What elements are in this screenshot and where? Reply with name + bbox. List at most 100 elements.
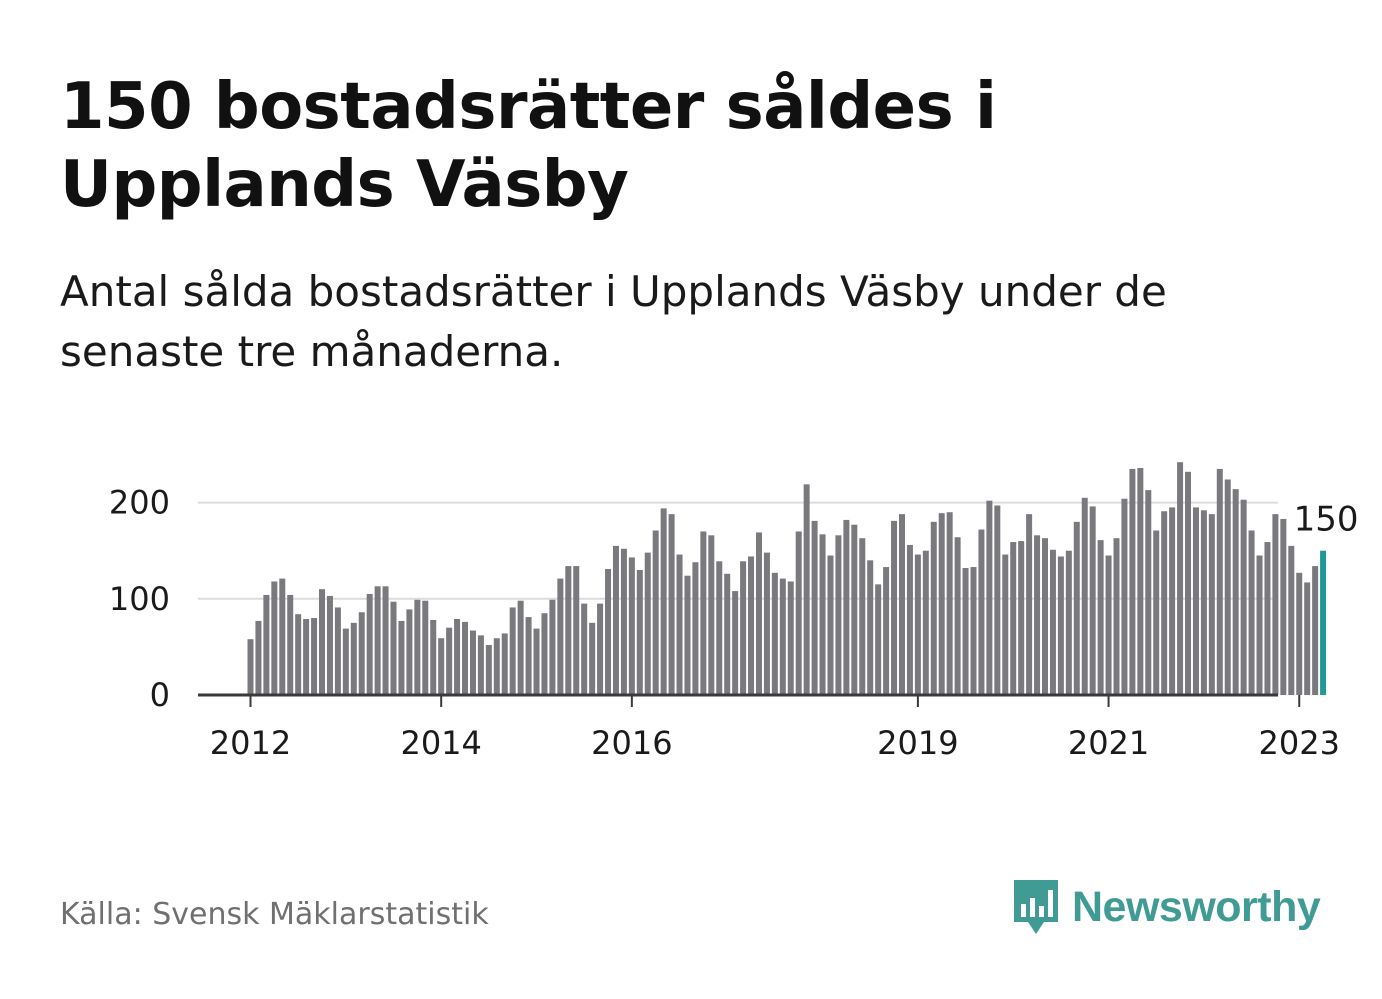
bar bbox=[334, 607, 341, 695]
x-tick-label: 2014 bbox=[400, 724, 481, 762]
bar bbox=[462, 621, 469, 695]
bar bbox=[612, 545, 619, 695]
bar bbox=[1153, 530, 1160, 695]
x-tick-label: 2023 bbox=[1259, 724, 1340, 762]
bar bbox=[644, 552, 651, 695]
bar bbox=[914, 554, 921, 695]
bar bbox=[1312, 566, 1319, 695]
bar bbox=[1216, 468, 1223, 695]
bar bbox=[485, 644, 492, 695]
bar bbox=[374, 586, 381, 695]
bar bbox=[1161, 511, 1168, 695]
bar bbox=[1010, 542, 1017, 695]
bar bbox=[1185, 471, 1192, 695]
bar bbox=[732, 591, 739, 695]
bar bbox=[724, 573, 731, 695]
bar bbox=[652, 530, 659, 695]
source-note: Källa: Svensk Mäklarstatistik bbox=[60, 897, 489, 932]
bar bbox=[1264, 542, 1271, 695]
bar bbox=[891, 520, 898, 695]
bar bbox=[1288, 545, 1295, 695]
bar bbox=[517, 600, 524, 695]
bar bbox=[1304, 582, 1311, 695]
bar bbox=[716, 561, 723, 695]
bar bbox=[295, 614, 302, 695]
bar bbox=[1256, 555, 1263, 695]
bar bbox=[1081, 497, 1088, 695]
bar bbox=[978, 529, 985, 695]
bar bbox=[660, 508, 667, 695]
bar bbox=[1145, 490, 1152, 695]
bar bbox=[763, 552, 770, 695]
bar bbox=[605, 568, 612, 695]
x-tick-label: 2019 bbox=[877, 724, 958, 762]
bar bbox=[1177, 462, 1184, 695]
bar bbox=[454, 619, 461, 695]
bar bbox=[271, 581, 278, 695]
bar bbox=[954, 537, 961, 695]
bar bbox=[398, 620, 405, 695]
bar bbox=[620, 548, 627, 695]
bar bbox=[636, 569, 643, 695]
bar bbox=[557, 578, 564, 695]
bar bbox=[493, 638, 500, 695]
bar bbox=[1049, 549, 1056, 695]
bar bbox=[748, 556, 755, 695]
bar bbox=[986, 500, 993, 695]
bar bbox=[930, 521, 937, 695]
bar bbox=[597, 603, 604, 695]
bar bbox=[1057, 556, 1064, 695]
bar bbox=[628, 557, 635, 695]
bar bbox=[382, 586, 389, 695]
bar bbox=[350, 622, 357, 695]
bar bbox=[819, 534, 826, 695]
bar bbox=[994, 505, 1001, 695]
bar bbox=[867, 560, 874, 695]
bar bbox=[946, 512, 953, 695]
bar bbox=[565, 566, 572, 695]
highlight-bar bbox=[1320, 550, 1327, 695]
bar bbox=[1121, 498, 1128, 695]
bar bbox=[1089, 506, 1096, 695]
bar bbox=[906, 544, 913, 695]
bar bbox=[1113, 538, 1120, 695]
bar bbox=[366, 593, 373, 695]
bar bbox=[326, 595, 333, 695]
bar bbox=[962, 568, 969, 695]
bar bbox=[438, 638, 445, 695]
bar bbox=[1034, 535, 1041, 695]
bar bbox=[406, 609, 413, 695]
bar bbox=[358, 612, 365, 695]
bar bbox=[771, 572, 778, 695]
bar bbox=[1248, 530, 1255, 695]
bar bbox=[263, 594, 270, 695]
bar bbox=[1232, 489, 1239, 695]
y-tick-label: 100 bbox=[109, 580, 170, 618]
bar bbox=[1073, 521, 1080, 695]
bar bbox=[1137, 467, 1144, 695]
bar bbox=[477, 635, 484, 695]
bar bbox=[1224, 479, 1231, 695]
highlight-value-label: 150 bbox=[1294, 500, 1359, 540]
bar bbox=[1042, 538, 1048, 695]
bar bbox=[787, 581, 794, 695]
bar bbox=[676, 554, 683, 695]
bar bbox=[740, 561, 747, 695]
bar bbox=[1296, 572, 1303, 695]
bar bbox=[779, 578, 786, 695]
bar bbox=[1105, 555, 1112, 695]
bar bbox=[287, 594, 294, 695]
bar bbox=[541, 613, 548, 695]
x-tick-label: 2016 bbox=[591, 724, 672, 762]
bar bbox=[827, 555, 834, 695]
bar bbox=[319, 589, 326, 695]
bar bbox=[835, 535, 842, 695]
x-tick-label: 2012 bbox=[210, 724, 291, 762]
bar bbox=[414, 599, 421, 695]
bar bbox=[303, 619, 310, 695]
bar bbox=[446, 627, 453, 695]
bar bbox=[525, 617, 532, 695]
bar bbox=[1129, 468, 1136, 695]
y-tick-label: 0 bbox=[150, 676, 170, 714]
chart-subtitle: Antal sålda bostadsrätter i Upplands Väs… bbox=[60, 267, 1167, 376]
